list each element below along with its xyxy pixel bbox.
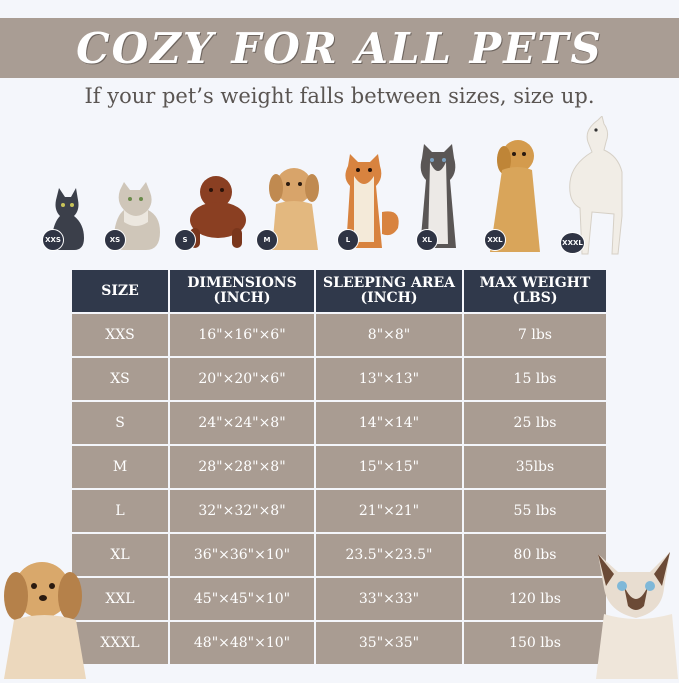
- cell-max-weight: 150 lbs: [464, 622, 606, 664]
- size-badge-s: S: [174, 229, 196, 251]
- cell-sleeping-area: 21"×21": [316, 490, 462, 532]
- cell-size: XXXL: [72, 622, 168, 664]
- cell-dimensions: 48"×48"×10": [170, 622, 314, 664]
- cell-dimensions: 24"×24"×8": [170, 402, 314, 444]
- table-row: L 32"×32"×8" 21"×21" 55 lbs: [72, 490, 606, 532]
- size-badge-xs: XS: [104, 229, 126, 251]
- header-sleeping-area: SLEEPING AREA (INCH): [316, 270, 462, 312]
- size-badge-xxs: XXS: [42, 229, 64, 251]
- table-row: XXXL 48"×48"×10" 35"×35" 150 lbs: [72, 622, 606, 664]
- great-dane-image: [558, 116, 630, 256]
- title-banner: COZY FOR ALL PETS: [0, 18, 679, 78]
- cell-size: XL: [72, 534, 168, 576]
- cell-size: L: [72, 490, 168, 532]
- cell-dimensions: 20"×20"×6": [170, 358, 314, 400]
- cell-size: XXL: [72, 578, 168, 620]
- cell-max-weight: 15 lbs: [464, 358, 606, 400]
- cell-max-weight: 35lbs: [464, 446, 606, 488]
- cell-dimensions: 28"×28"×8": [170, 446, 314, 488]
- cell-sleeping-area: 15"×15": [316, 446, 462, 488]
- cell-sleeping-area: 33"×33": [316, 578, 462, 620]
- golden-retriever-image: [482, 136, 550, 256]
- table-row: XL 36"×36"×10" 23.5"×23.5" 80 lbs: [72, 534, 606, 576]
- cell-sleeping-area: 23.5"×23.5": [316, 534, 462, 576]
- cell-sleeping-area: 14"×14": [316, 402, 462, 444]
- table-header-row: SIZE DIMENSIONS (INCH) SLEEPING AREA (IN…: [72, 270, 606, 312]
- cell-max-weight: 55 lbs: [464, 490, 606, 532]
- table-row: XS 20"×20"×6" 13"×13" 15 lbs: [72, 358, 606, 400]
- size-badge-xxxl: XXXL: [560, 232, 585, 254]
- table-row: XXS 16"×16"×6" 8"×8" 7 lbs: [72, 314, 606, 356]
- husky-image: [412, 144, 464, 252]
- cell-max-weight: 120 lbs: [464, 578, 606, 620]
- tabby-cat-image: [108, 182, 164, 252]
- cell-dimensions: 16"×16"×6": [170, 314, 314, 356]
- cell-dimensions: 32"×32"×8": [170, 490, 314, 532]
- cell-size: XS: [72, 358, 168, 400]
- size-tip: If your pet’s weight falls between sizes…: [84, 84, 595, 108]
- cell-max-weight: 80 lbs: [464, 534, 606, 576]
- siamese-cat-corner-image: [592, 548, 679, 683]
- page-title: COZY FOR ALL PETS: [76, 23, 603, 73]
- table-row: XXL 45"×45"×10" 33"×33" 120 lbs: [72, 578, 606, 620]
- table-row: M 28"×28"×8" 15"×15" 35lbs: [72, 446, 606, 488]
- cell-size: S: [72, 402, 168, 444]
- size-badge-m: M: [256, 229, 278, 251]
- cell-size: XXS: [72, 314, 168, 356]
- cell-dimensions: 45"×45"×10": [170, 578, 314, 620]
- shiba-inu-image: [336, 152, 406, 252]
- size-badge-l: L: [337, 229, 359, 251]
- cell-max-weight: 7 lbs: [464, 314, 606, 356]
- size-chart-table: SIZE DIMENSIONS (INCH) SLEEPING AREA (IN…: [72, 270, 606, 664]
- size-badge-xxl: XXL: [484, 229, 506, 251]
- poodle-image: [176, 172, 254, 250]
- header-dimensions: DIMENSIONS (INCH): [170, 270, 314, 312]
- header-size: SIZE: [72, 270, 168, 312]
- cell-size: M: [72, 446, 168, 488]
- cell-dimensions: 36"×36"×10": [170, 534, 314, 576]
- cell-sleeping-area: 35"×35": [316, 622, 462, 664]
- cell-sleeping-area: 13"×13": [316, 358, 462, 400]
- size-badge-xl: XL: [416, 229, 438, 251]
- table-row: S 24"×24"×8" 14"×14" 25 lbs: [72, 402, 606, 444]
- cream-dog-image: [266, 164, 324, 252]
- cell-max-weight: 25 lbs: [464, 402, 606, 444]
- cell-sleeping-area: 8"×8": [316, 314, 462, 356]
- header-max-weight: MAX WEIGHT (LBS): [464, 270, 606, 312]
- puppy-corner-image: [0, 550, 92, 683]
